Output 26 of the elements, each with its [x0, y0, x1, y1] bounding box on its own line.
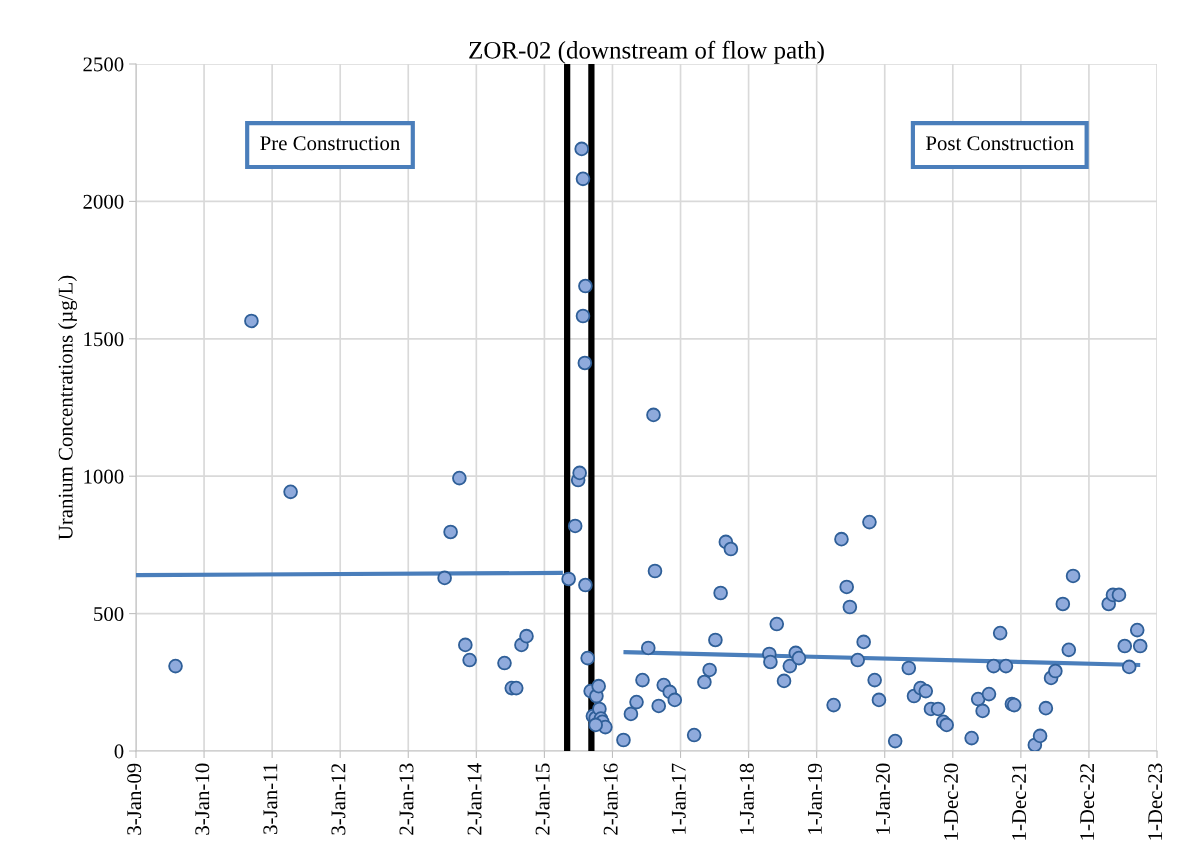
x-tick-label: 1-Jan-17 — [671, 763, 686, 834]
x-tick-label: 1-Dec-20 — [943, 763, 959, 840]
x-tick-label: 3-Jan-10 — [195, 763, 210, 835]
x-tick-label: 1-Jan-20 — [875, 763, 890, 834]
x-tick-label: 2-Jan-16 — [603, 763, 618, 835]
y-tick-label: 500 — [94, 606, 124, 622]
x-tick-label: 2-Jan-15 — [535, 763, 550, 835]
y-tick-label: 2500 — [83, 57, 124, 72]
x-tick-label: 1-Jan-18 — [739, 763, 754, 834]
annotation: Pre Construction — [260, 136, 400, 151]
x-tick-label: 3-Jan-09 — [127, 763, 142, 835]
x-tick-label: 1-Jan-19 — [807, 763, 822, 834]
x-tick-label: 1-Dec-21 — [1012, 764, 1027, 840]
y-tick-label: 0 — [114, 744, 124, 759]
annotation: Post Construction — [925, 136, 1074, 151]
x-tick-label: 2-Jan-14 — [467, 763, 482, 835]
x-tick-label: 3-Jan-11 — [263, 764, 278, 834]
y-axis-title: Uranium Concentrations (µg/L) — [58, 275, 77, 540]
y-tick-label: 1000 — [84, 469, 124, 484]
x-tick-label: 1-Dec-22 — [1080, 763, 1095, 840]
chart-title: ZOR-02 (downstream of flow path) — [469, 40, 824, 64]
x-tick-label: 3-Jan-12 — [331, 763, 346, 835]
x-tick-label: 2-Jan-13 — [399, 763, 414, 835]
x-tick-label: 1-Dec-23 — [1148, 763, 1163, 840]
y-tick-label: 2000 — [83, 194, 124, 209]
y-tick-label: 1500 — [84, 332, 124, 347]
